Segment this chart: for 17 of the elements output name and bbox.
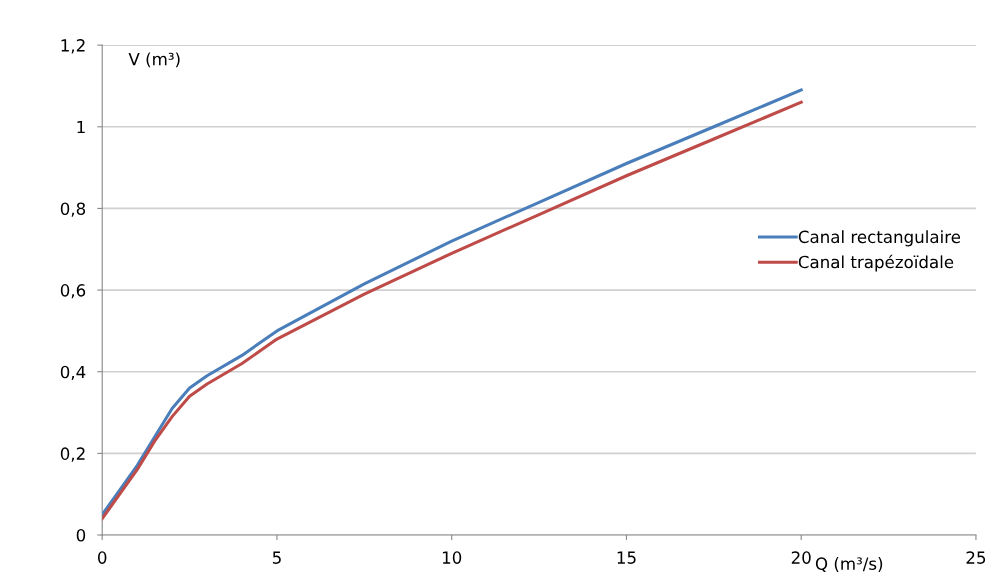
- x-axis-title: Q (m³/s): [815, 557, 883, 572]
- y-axis-title: V (m³): [128, 52, 180, 68]
- y-tick-label: 1: [77, 120, 85, 134]
- x-tick-label: 15: [617, 551, 636, 564]
- y-tick-label: 0: [76, 528, 86, 542]
- x-tick-label: 10: [442, 551, 462, 564]
- legend-label: Canal rectangulaire: [798, 230, 961, 247]
- x-tick-label: 25: [966, 551, 986, 564]
- x-tick-label: 0: [98, 551, 107, 564]
- y-tick-label: 1,2: [61, 39, 85, 54]
- legend-label: Canal trapézoïdale: [798, 254, 954, 272]
- y-tick-label: 0,8: [60, 202, 86, 217]
- y-tick-label: 0,2: [60, 447, 85, 462]
- y-tick-label: 0,6: [60, 284, 86, 299]
- x-tick-label: 5: [272, 551, 281, 564]
- x-tick-label: 20: [791, 551, 811, 564]
- y-tick-label: 0,4: [60, 365, 86, 380]
